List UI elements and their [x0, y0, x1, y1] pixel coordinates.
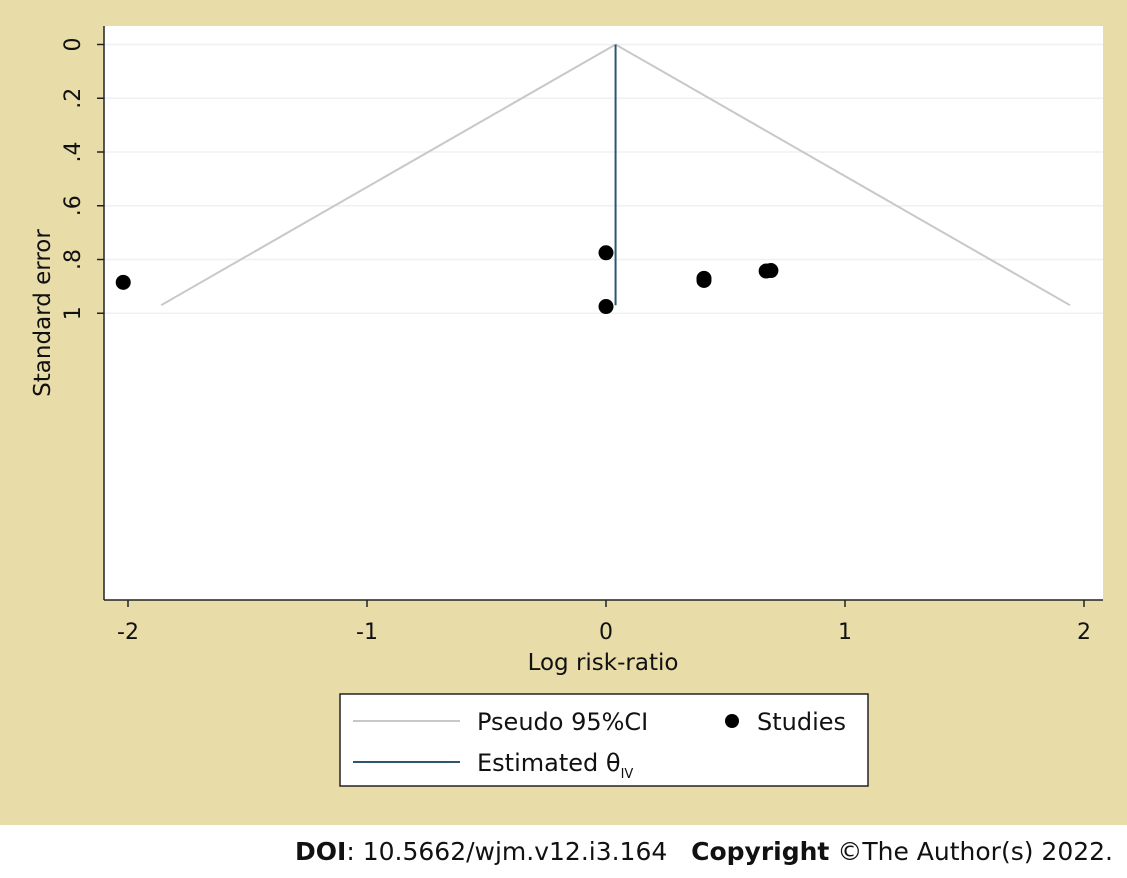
y-tick-label-5: 1 [61, 306, 86, 320]
x-tick-label-4: 2 [1077, 620, 1091, 645]
y-tick-label-3: .6 [61, 195, 86, 216]
y-tick-label-2: .4 [61, 142, 86, 163]
x-tick-label-1: -1 [356, 620, 378, 645]
legend: Pseudo 95%CI Studies Estimated θIV [339, 693, 869, 787]
legend-estimate-label: Estimated θIV [477, 749, 633, 782]
x-tick-label-0: -2 [117, 620, 139, 645]
tick-labels: 0 .2 .4 .6 .8 1 -2 -1 0 1 2 [61, 38, 1091, 646]
y-axis-title: Standard error [30, 229, 56, 397]
axes [97, 26, 1103, 607]
study-point-2 [598, 299, 614, 315]
copyright-value: ©The Author(s) 2022. [829, 837, 1113, 866]
ci-line-left [160, 43, 617, 307]
x-axis-title: Log risk-ratio [528, 650, 679, 676]
legend-studies-marker [725, 714, 739, 728]
legend-estimate-subscript: IV [621, 767, 634, 782]
doi-label: DOI [295, 837, 347, 866]
study-points [115, 245, 779, 315]
study-point-6 [763, 263, 779, 279]
legend-studies-label: Studies [757, 708, 846, 736]
pseudo-ci-lines [160, 43, 1071, 307]
funnel-plot: 0 .2 .4 .6 .8 1 -2 -1 0 1 2 Log risk-ratio Standar… [30, 26, 1103, 787]
study-point-4 [696, 272, 712, 288]
x-tick-label-3: 1 [838, 620, 852, 645]
study-point-1 [598, 245, 614, 261]
copyright-label: Copyright [691, 837, 830, 866]
legend-box [339, 693, 869, 787]
footer-line: DOI: 10.5662/wjm.v12.i3.164 Copyright ©T… [295, 837, 1113, 866]
y-tick-label-4: .8 [61, 249, 86, 270]
legend-ci-label: Pseudo 95%CI [477, 708, 648, 736]
study-point-0 [115, 274, 131, 290]
ci-line-right [615, 43, 1071, 307]
x-tick-label-2: 0 [599, 620, 613, 645]
legend-estimate-text: Estimated θ [477, 749, 621, 777]
y-tick-label-0: 0 [61, 38, 86, 52]
figure-background: 0 .2 .4 .6 .8 1 -2 -1 0 1 2 Log risk-ratio Standar… [0, 0, 1127, 825]
doi-value: : 10.5662/wjm.v12.i3.164 [346, 837, 668, 866]
y-tick-label-1: .2 [61, 88, 86, 109]
figure-footer: DOI: 10.5662/wjm.v12.i3.164 Copyright ©T… [0, 825, 1127, 878]
